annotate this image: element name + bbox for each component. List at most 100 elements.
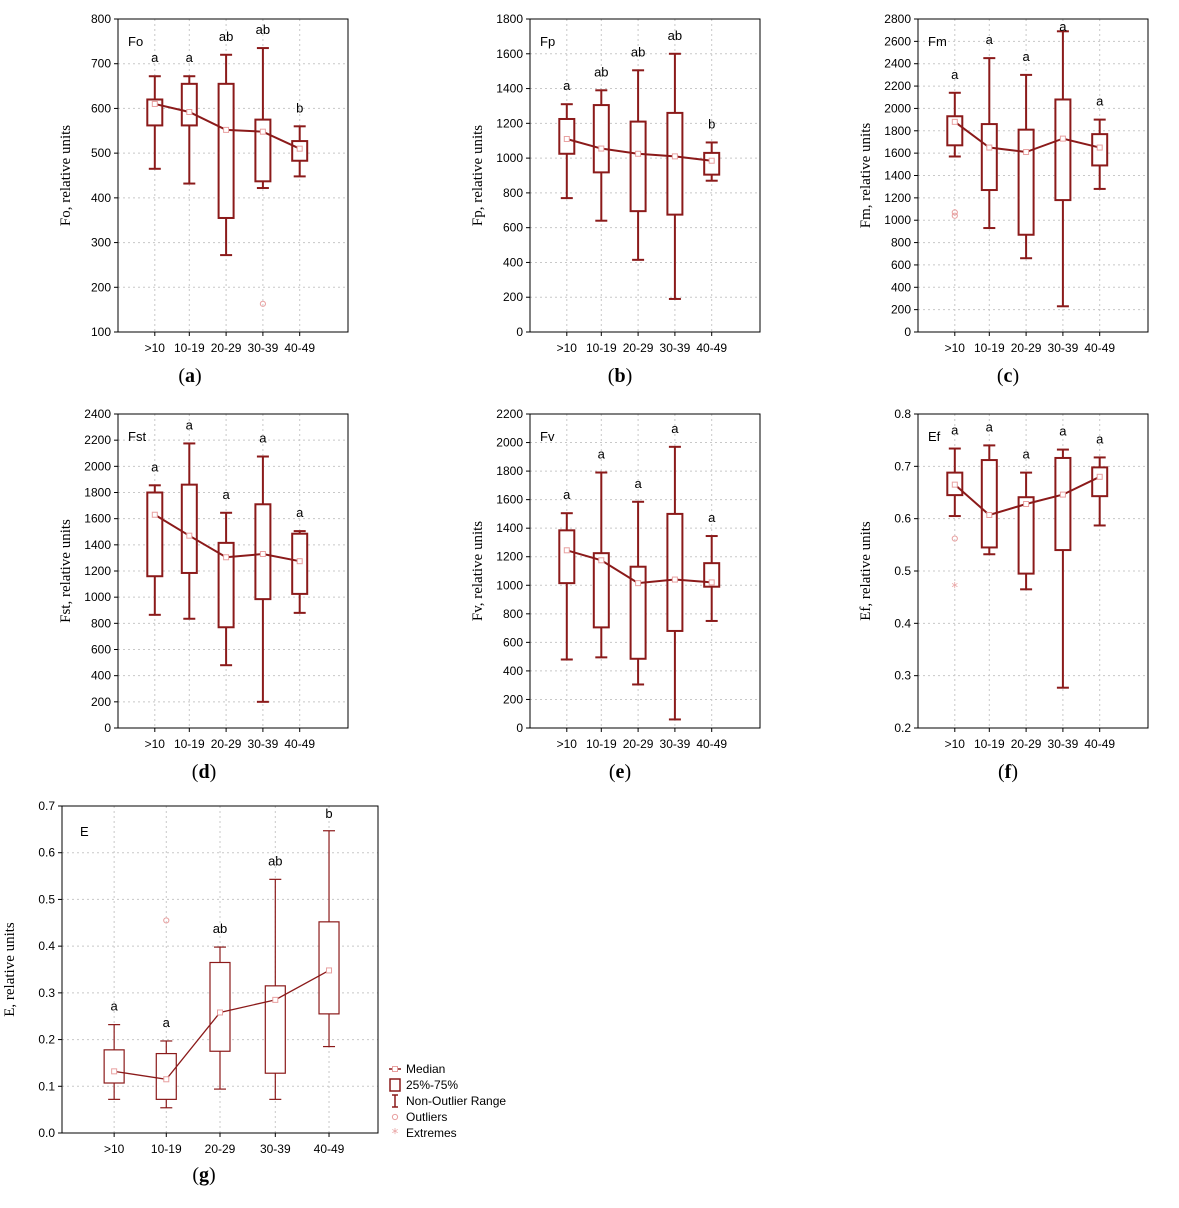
- legend-range-label: Non-Outlier Range: [406, 1094, 506, 1108]
- x-tick-label: 20-29: [1011, 341, 1042, 355]
- chart-panel-g: 0.0 0.1 0.2 0.3 0.4 0.5 0.6 0.7 >10 10-19 20-29 30-…: [2, 799, 379, 1186]
- extreme-point: *: [952, 581, 959, 596]
- box-iqr: [180, 483, 198, 574]
- box-iqr: [592, 104, 610, 174]
- significance-label: a: [1022, 49, 1030, 64]
- median-marker: [151, 100, 158, 107]
- significance-label: a: [1096, 94, 1104, 109]
- x-tick-label: 20-29: [211, 737, 242, 751]
- significance-label: ab: [594, 64, 608, 79]
- y-tick-label: 0: [904, 325, 911, 339]
- legend-outliers-label: Outliers: [406, 1110, 447, 1124]
- median-marker: [186, 109, 193, 116]
- y-tick-label: 200: [91, 280, 111, 294]
- panel-title: Ef: [928, 429, 941, 444]
- panel-caption: (b): [608, 365, 632, 387]
- significance-label: a: [708, 510, 716, 525]
- significance-label: ab: [256, 22, 270, 37]
- y-tick-label: 2800: [884, 12, 911, 26]
- y-tick-label: 0.2: [894, 721, 911, 735]
- y-tick-label: 600: [891, 258, 911, 272]
- y-tick-label: 0.0: [38, 1126, 55, 1140]
- y-tick-label: 0: [516, 721, 523, 735]
- significance-label: b: [325, 806, 332, 821]
- median-marker: [1059, 491, 1066, 498]
- y-tick-label: 800: [91, 12, 111, 26]
- y-tick-label: 600: [91, 101, 111, 115]
- x-tick-label: 40-49: [1084, 341, 1115, 355]
- y-tick-label: 1800: [84, 486, 111, 500]
- median-marker: [635, 150, 642, 157]
- median-marker: [259, 550, 266, 557]
- y-tick-label: 800: [91, 616, 111, 630]
- y-tick-label: 2000: [496, 436, 523, 450]
- y-axis-label: Fv, relative units: [470, 521, 486, 621]
- x-tick-label: 40-49: [696, 737, 727, 751]
- y-tick-label: 0.6: [38, 846, 55, 860]
- significance-label: a: [986, 32, 994, 47]
- x-tick-label: >10: [945, 341, 966, 355]
- chart-panel-e: 0 200 400 600 800 1000 1200 1400 1600 1800 2000 220…: [470, 407, 761, 783]
- y-tick-label: 0.7: [38, 799, 55, 813]
- y-tick-label: 1000: [884, 213, 911, 227]
- y-tick-label: 200: [503, 290, 523, 304]
- y-tick-label: 500: [91, 146, 111, 160]
- box-iqr: [254, 118, 272, 183]
- box-iqr: [558, 529, 576, 585]
- significance-label: ab: [631, 44, 645, 59]
- box-iqr: [703, 562, 721, 588]
- median-marker: [272, 996, 279, 1003]
- median-marker: [708, 157, 715, 164]
- y-axis-label: Fo, relative units: [58, 125, 74, 226]
- y-tick-label: 1400: [496, 82, 523, 96]
- y-tick-label: 2600: [884, 34, 911, 48]
- y-tick-label: 2400: [84, 407, 111, 421]
- outlier-point: [951, 212, 958, 219]
- y-tick-label: 1000: [496, 151, 523, 165]
- significance-label: a: [671, 421, 679, 436]
- x-tick-label: 40-49: [696, 341, 727, 355]
- panel-caption: (a): [178, 365, 201, 387]
- significance-label: a: [222, 487, 230, 502]
- y-tick-label: 2200: [496, 407, 523, 421]
- outlier-point: [951, 535, 958, 542]
- y-tick-label: 1400: [884, 169, 911, 183]
- y-tick-label: 1800: [496, 464, 523, 478]
- y-tick-label: 1800: [884, 124, 911, 138]
- significance-label: a: [151, 50, 159, 65]
- median-marker: [223, 554, 230, 561]
- y-tick-label: 1200: [884, 191, 911, 205]
- median-marker: [163, 1076, 170, 1083]
- y-tick-label: 200: [891, 303, 911, 317]
- median-marker: [1096, 473, 1103, 480]
- y-axis-label: Fm, relative units: [858, 123, 874, 229]
- panel-title: Fm: [928, 34, 947, 49]
- median-marker: [1059, 135, 1066, 142]
- box-iqr: [264, 985, 286, 1074]
- x-tick-label: 20-29: [623, 737, 654, 751]
- y-tick-label: 200: [503, 692, 523, 706]
- y-tick-label: 2000: [84, 459, 111, 473]
- box-iqr: [217, 82, 235, 219]
- panel-caption: (g): [192, 1164, 215, 1186]
- median-marker: [563, 547, 570, 554]
- y-tick-label: 100: [91, 325, 111, 339]
- outlier-point: [259, 300, 266, 307]
- box-iqr: [146, 98, 164, 127]
- significance-label: a: [563, 78, 571, 93]
- y-tick-label: 400: [891, 280, 911, 294]
- panel-title: Fo: [128, 34, 143, 49]
- x-tick-label: >10: [145, 341, 166, 355]
- y-tick-label: 400: [503, 255, 523, 269]
- significance-label: a: [563, 487, 571, 502]
- significance-label: b: [708, 116, 715, 131]
- box-iqr: [1017, 496, 1035, 575]
- median-marker: [296, 558, 303, 565]
- y-tick-label: 2000: [884, 101, 911, 115]
- median-marker: [1023, 501, 1030, 508]
- legend-box-swatch: [389, 1078, 401, 1092]
- outlier-point: [951, 209, 958, 216]
- panel-caption: (c): [997, 365, 1019, 387]
- legend-extreme-swatch: *: [392, 1127, 399, 1142]
